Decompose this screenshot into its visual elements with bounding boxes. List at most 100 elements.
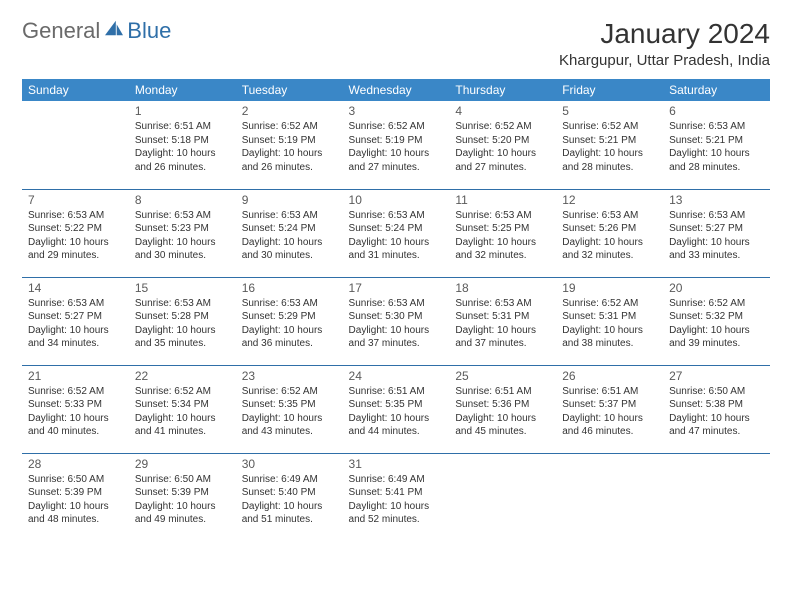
sunrise-line: Sunrise: 6:51 AM — [135, 120, 230, 134]
sunset-line: Sunset: 5:24 PM — [242, 222, 337, 236]
calendar-day-cell: 10Sunrise: 6:53 AMSunset: 5:24 PMDayligh… — [343, 189, 450, 277]
day-info: Sunrise: 6:52 AMSunset: 5:34 PMDaylight:… — [135, 385, 230, 439]
sunrise-line: Sunrise: 6:53 AM — [562, 209, 657, 223]
sunrise-line: Sunrise: 6:50 AM — [28, 473, 123, 487]
calendar-day-cell: 24Sunrise: 6:51 AMSunset: 5:35 PMDayligh… — [343, 365, 450, 453]
day-number: 24 — [349, 369, 444, 383]
day-info: Sunrise: 6:53 AMSunset: 5:27 PMDaylight:… — [28, 297, 123, 351]
daylight-line: Daylight: 10 hours and 27 minutes. — [455, 147, 550, 174]
calendar-day-cell: 25Sunrise: 6:51 AMSunset: 5:36 PMDayligh… — [449, 365, 556, 453]
day-number: 8 — [135, 193, 230, 207]
daylight-line: Daylight: 10 hours and 46 minutes. — [562, 412, 657, 439]
sunrise-line: Sunrise: 6:52 AM — [242, 120, 337, 134]
daylight-line: Daylight: 10 hours and 48 minutes. — [28, 500, 123, 527]
daylight-line: Daylight: 10 hours and 32 minutes. — [455, 236, 550, 263]
sunset-line: Sunset: 5:22 PM — [28, 222, 123, 236]
sunrise-line: Sunrise: 6:51 AM — [455, 385, 550, 399]
sunset-line: Sunset: 5:39 PM — [135, 486, 230, 500]
sunset-line: Sunset: 5:39 PM — [28, 486, 123, 500]
daylight-line: Daylight: 10 hours and 30 minutes. — [135, 236, 230, 263]
calendar-day-cell: 30Sunrise: 6:49 AMSunset: 5:40 PMDayligh… — [236, 453, 343, 541]
calendar-week-row: 28Sunrise: 6:50 AMSunset: 5:39 PMDayligh… — [22, 453, 770, 541]
day-info: Sunrise: 6:52 AMSunset: 5:32 PMDaylight:… — [669, 297, 764, 351]
daylight-line: Daylight: 10 hours and 29 minutes. — [28, 236, 123, 263]
calendar-day-cell: 23 Sunrise: 6:52 AMSunset: 5:35 PMDayligh… — [236, 365, 343, 453]
sunset-line: Sunset: 5:26 PM — [562, 222, 657, 236]
day-info: Sunrise: 6:52 AMSunset: 5:20 PMDaylight:… — [455, 120, 550, 174]
sunrise-line: Sunrise: 6:53 AM — [135, 209, 230, 223]
title-block: January 2024 Khargupur, Uttar Pradesh, I… — [559, 18, 770, 69]
weekday-header: Tuesday — [236, 79, 343, 101]
daylight-line: Daylight: 10 hours and 31 minutes. — [349, 236, 444, 263]
day-info: Sunrise: 6:53 AMSunset: 5:22 PMDaylight:… — [28, 209, 123, 263]
sunrise-line: Sunrise: 6:53 AM — [669, 120, 764, 134]
sunset-line: Sunset: 5:29 PM — [242, 310, 337, 324]
day-info: Sunrise: 6:53 AMSunset: 5:28 PMDaylight:… — [135, 297, 230, 351]
day-number: 14 — [28, 281, 123, 295]
calendar-day-cell: 2Sunrise: 6:52 AMSunset: 5:19 PMDaylight… — [236, 101, 343, 189]
location: Khargupur, Uttar Pradesh, India — [559, 52, 770, 69]
sunrise-line: Sunrise: 6:49 AM — [349, 473, 444, 487]
sunrise-line: Sunrise: 6:51 AM — [349, 385, 444, 399]
calendar-table: SundayMondayTuesdayWednesdayThursdayFrid… — [22, 79, 770, 541]
day-number: 2 — [242, 104, 337, 118]
calendar-day-cell: 29Sunrise: 6:50 AMSunset: 5:39 PMDayligh… — [129, 453, 236, 541]
day-number: 28 — [28, 457, 123, 471]
day-info: Sunrise: 6:52 AMSunset: 5:33 PMDaylight:… — [28, 385, 123, 439]
day-info: Sunrise: 6:53 AMSunset: 5:27 PMDaylight:… — [669, 209, 764, 263]
logo-sail-icon — [103, 19, 125, 37]
sunrise-line: Sunrise: 6:53 AM — [28, 297, 123, 311]
day-info: Sunrise: 6:52 AMSunset: 5:31 PMDaylight:… — [562, 297, 657, 351]
day-number: 11 — [455, 193, 550, 207]
calendar-week-row: 21 Sunrise: 6:52 AMSunset: 5:33 PMDayligh… — [22, 365, 770, 453]
daylight-line: Daylight: 10 hours and 28 minutes. — [562, 147, 657, 174]
sunrise-line: Sunrise: 6:52 AM — [455, 120, 550, 134]
calendar-day-cell — [22, 101, 129, 189]
sunset-line: Sunset: 5:35 PM — [349, 398, 444, 412]
sunrise-line: Sunrise: 6:53 AM — [669, 209, 764, 223]
calendar-day-cell: 14 Sunrise: 6:53 AMSunset: 5:27 PMDayligh… — [22, 277, 129, 365]
sunrise-line: Sunrise: 6:53 AM — [455, 209, 550, 223]
sunset-line: Sunset: 5:25 PM — [455, 222, 550, 236]
day-number: 12 — [562, 193, 657, 207]
day-number: 7 — [28, 193, 123, 207]
calendar-day-cell: 12Sunrise: 6:53 AMSunset: 5:26 PMDayligh… — [556, 189, 663, 277]
day-info: Sunrise: 6:53 AMSunset: 5:29 PMDaylight:… — [242, 297, 337, 351]
sunrise-line: Sunrise: 6:51 AM — [562, 385, 657, 399]
calendar-day-cell: 21 Sunrise: 6:52 AMSunset: 5:33 PMDayligh… — [22, 365, 129, 453]
day-number: 23 — [242, 369, 337, 383]
calendar-day-cell: 7 Sunrise: 6:53 AMSunset: 5:22 PMDaylight… — [22, 189, 129, 277]
sunrise-line: Sunrise: 6:52 AM — [562, 297, 657, 311]
calendar-day-cell: 19Sunrise: 6:52 AMSunset: 5:31 PMDayligh… — [556, 277, 663, 365]
calendar-day-cell: 28 Sunrise: 6:50 AMSunset: 5:39 PMDayligh… — [22, 453, 129, 541]
daylight-line: Daylight: 10 hours and 27 minutes. — [349, 147, 444, 174]
day-number: 26 — [562, 369, 657, 383]
day-info: Sunrise: 6:50 AMSunset: 5:39 PMDaylight:… — [28, 473, 123, 527]
day-info: Sunrise: 6:50 AMSunset: 5:39 PMDaylight:… — [135, 473, 230, 527]
sunset-line: Sunset: 5:21 PM — [669, 134, 764, 148]
day-info: Sunrise: 6:52 AMSunset: 5:35 PMDaylight:… — [242, 385, 337, 439]
calendar-day-cell: 22Sunrise: 6:52 AMSunset: 5:34 PMDayligh… — [129, 365, 236, 453]
sunset-line: Sunset: 5:31 PM — [455, 310, 550, 324]
sunset-line: Sunset: 5:19 PM — [242, 134, 337, 148]
calendar-day-cell: 31Sunrise: 6:49 AMSunset: 5:41 PMDayligh… — [343, 453, 450, 541]
day-number: 25 — [455, 369, 550, 383]
day-info: Sunrise: 6:53 AMSunset: 5:30 PMDaylight:… — [349, 297, 444, 351]
sunset-line: Sunset: 5:21 PM — [562, 134, 657, 148]
weekday-header-row: SundayMondayTuesdayWednesdayThursdayFrid… — [22, 79, 770, 101]
sunset-line: Sunset: 5:38 PM — [669, 398, 764, 412]
calendar-day-cell: 20Sunrise: 6:52 AMSunset: 5:32 PMDayligh… — [663, 277, 770, 365]
weekday-header: Thursday — [449, 79, 556, 101]
daylight-line: Daylight: 10 hours and 26 minutes. — [135, 147, 230, 174]
calendar-day-cell — [449, 453, 556, 541]
calendar-day-cell: 26Sunrise: 6:51 AMSunset: 5:37 PMDayligh… — [556, 365, 663, 453]
sunrise-line: Sunrise: 6:53 AM — [242, 209, 337, 223]
day-number: 21 — [28, 369, 123, 383]
logo-text-general: General — [22, 18, 100, 44]
sunset-line: Sunset: 5:23 PM — [135, 222, 230, 236]
weekday-header: Wednesday — [343, 79, 450, 101]
day-info: Sunrise: 6:51 AMSunset: 5:18 PMDaylight:… — [135, 120, 230, 174]
day-info: Sunrise: 6:53 AMSunset: 5:23 PMDaylight:… — [135, 209, 230, 263]
calendar-day-cell: 6Sunrise: 6:53 AMSunset: 5:21 PMDaylight… — [663, 101, 770, 189]
daylight-line: Daylight: 10 hours and 45 minutes. — [455, 412, 550, 439]
